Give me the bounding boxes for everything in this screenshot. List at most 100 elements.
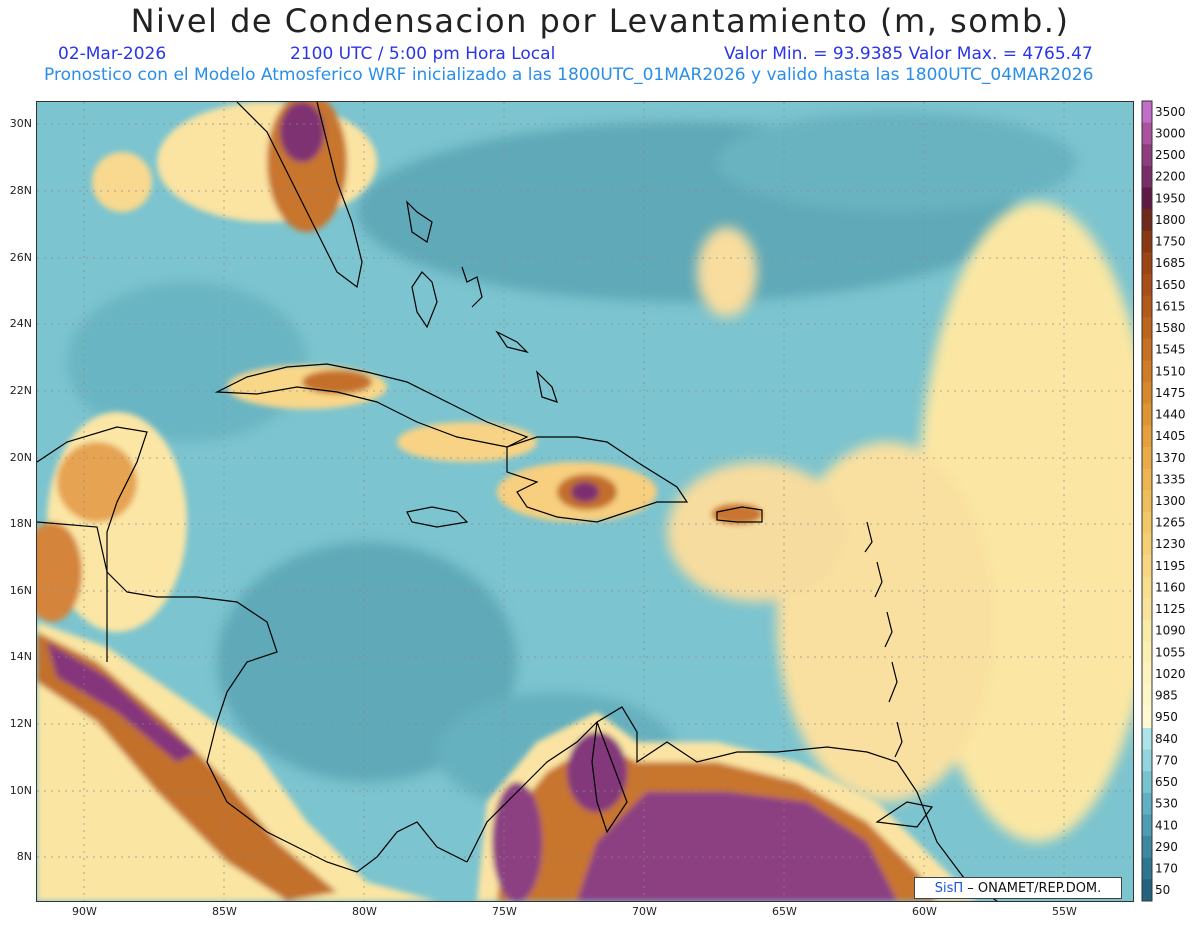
colorbar-label: 1090 [1155,624,1186,638]
colorbar-swatch [1142,209,1152,232]
lon-label: 70W [632,905,657,918]
colorbar-swatch [1142,144,1152,167]
colorbar-label: 170 [1155,862,1178,876]
lon-label: 85W [212,905,237,918]
colorbar-label: 650 [1155,775,1178,789]
colorbar-swatch [1142,879,1152,902]
forecast-time: 2100 UTC / 5:00 pm Hora Local [290,44,556,64]
lon-labels: 90W 85W 80W 75W 70W 65W 60W 55W [0,905,1200,925]
colorbar-swatch [1142,446,1152,470]
lat-label: 14N [9,650,32,663]
colorbar-swatch [1142,576,1152,599]
colorbar-label: 1750 [1155,235,1186,249]
lat-label: 20N [9,451,32,464]
colorbar-swatch [1142,187,1152,210]
lat-label: 16N [9,584,32,597]
colorbar-swatch [1142,338,1152,361]
lat-label: 26N [9,251,32,264]
lat-label: 22N [9,384,32,397]
map-title: Nivel de Condensacion por Levantamiento … [130,2,1070,40]
colorbar-label: 1615 [1155,299,1186,313]
colorbar-label: 2200 [1155,170,1186,184]
colorbar-label: 1685 [1155,256,1186,270]
colorbar-label: 1440 [1155,408,1186,422]
lon-label: 90W [72,905,97,918]
min-max-values: Valor Min. = 93.9385 Valor Max. = 4765.4… [724,44,1093,64]
colorbar-label: 1020 [1155,667,1186,681]
colorbar-label: 985 [1155,689,1178,703]
lon-label: 80W [352,905,377,918]
colorbar-label: 1650 [1155,278,1186,292]
colorbar-swatch [1142,122,1152,145]
sispi-logo: SisΠ [934,881,964,896]
colorbar-label: 1195 [1155,559,1186,573]
credit-text: – ONAMET/REP.DOM. [967,881,1102,896]
colorbar-label: 50 [1155,883,1170,897]
colorbar-swatch [1142,252,1152,275]
colorbar-swatch [1142,771,1152,794]
colorbar-swatch [1142,641,1152,664]
forecast-date: 02-Mar-2026 [58,44,167,64]
lcl-map [37,102,1133,901]
colorbar-label: 1475 [1155,386,1186,400]
lat-label: 28N [9,184,32,197]
colorbar-swatch [1142,814,1152,837]
colorbar-swatch [1142,684,1152,707]
lat-label: 18N [9,517,32,530]
colorbar-label: 1265 [1155,516,1186,530]
colorbar-label: 1510 [1155,364,1186,378]
colorbar-label: 1370 [1155,451,1186,465]
colorbar-swatch [1142,706,1152,729]
lon-label: 55W [1052,905,1077,918]
colorbar-label: 3500 [1155,105,1186,119]
colorbar-label: 950 [1155,710,1178,724]
colorbar-swatch [1142,230,1152,253]
colorbar-label: 1950 [1155,191,1186,205]
colorbar-label: 410 [1155,818,1178,832]
colorbar-swatch [1142,273,1152,297]
colorbar-swatch [1142,663,1152,686]
colorbar-swatch [1142,555,1152,578]
colorbar-swatch [1142,403,1152,426]
colorbar: 3500 3000 2500 2200 1950 1800 1750 1685 1650 1615… [1141,100,1186,902]
colorbar-swatch [1142,598,1152,621]
colorbar-swatch [1142,425,1152,448]
graticule [37,102,1133,901]
colorbar-label: 1055 [1155,645,1186,659]
colorbar-swatch [1142,382,1152,405]
colorbar-swatch [1142,836,1152,859]
colorbar-label: 1300 [1155,494,1186,508]
colorbar-swatch [1142,728,1152,751]
colorbar-label: 2500 [1155,148,1186,162]
colorbar-swatch [1142,511,1152,534]
credit-box: SisΠ – ONAMET/REP.DOM. [914,877,1122,899]
lat-label: 12N [9,717,32,730]
colorbar-label: 1335 [1155,472,1186,486]
lat-label: 30N [9,117,32,130]
colorbar-swatch [1142,857,1152,880]
south-america-field [477,712,977,901]
colorbar-label: 1405 [1155,429,1186,443]
colorbar-swatch [1142,490,1152,513]
lat-labels: 30N 28N 26N 24N 22N 20N 18N 16N 14N 12N … [0,0,36,927]
colorbar-label: 1125 [1155,602,1186,616]
lat-label: 10N [9,784,32,797]
colorbar-label: 290 [1155,840,1178,854]
lon-label: 65W [772,905,797,918]
hispaniola-field [497,462,762,524]
colorbar-swatch [1142,619,1152,643]
colorbar-swatch [1142,533,1152,556]
atlantic-yellow-field [667,202,1133,842]
florida-field [92,102,377,232]
colorbar-label: 1160 [1155,580,1186,594]
colorbar-swatch [1142,792,1152,816]
model-description: Pronostico con el Modelo Atmosferico WRF… [44,65,1094,85]
colorbar-frame [1141,100,1153,902]
colorbar-swatch [1142,360,1152,383]
cuba-field [227,365,537,462]
lat-label: 8N [16,850,32,863]
colorbar-label: 1545 [1155,343,1186,357]
colorbar-swatch [1142,165,1152,188]
lon-label: 75W [492,905,517,918]
lat-label: 24N [9,317,32,330]
